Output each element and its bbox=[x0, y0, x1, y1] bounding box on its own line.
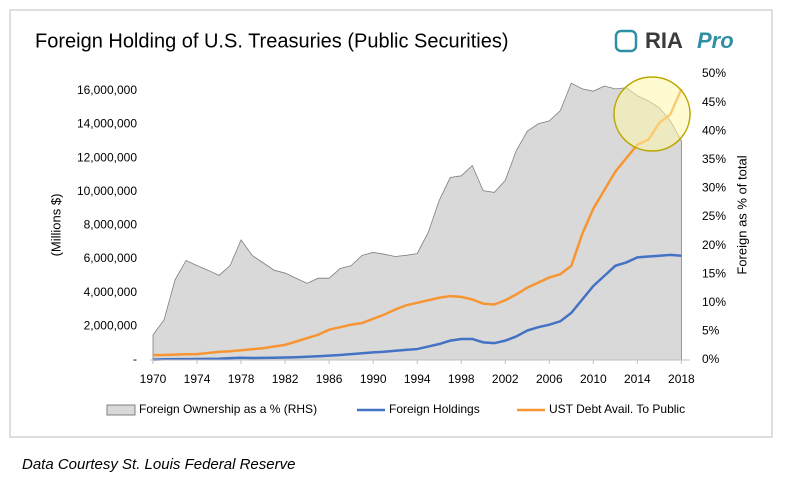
y-tick-label: 2,000,000 bbox=[84, 319, 138, 333]
x-tick-label: 1974 bbox=[184, 372, 211, 386]
y-tick-label: 4,000,000 bbox=[84, 285, 138, 299]
x-tick-label: 1982 bbox=[272, 372, 299, 386]
y2-tick-label: 10% bbox=[702, 295, 726, 309]
legend-label: Foreign Ownership as a % (RHS) bbox=[139, 402, 317, 416]
x-tick-label: 1990 bbox=[360, 372, 387, 386]
logo-icon bbox=[614, 29, 638, 53]
x-tick-label: 1986 bbox=[316, 372, 343, 386]
y-axis-title: (Millions $) bbox=[48, 194, 63, 257]
x-tick-label: 1978 bbox=[228, 372, 255, 386]
y2-tick-label: 0% bbox=[702, 352, 720, 366]
y2-tick-label: 50% bbox=[702, 66, 726, 80]
y2-tick-label: 15% bbox=[702, 266, 726, 280]
y-tick-label: 6,000,000 bbox=[84, 251, 138, 265]
y-tick-label: 16,000,000 bbox=[77, 83, 137, 97]
source-note: Data Courtesy St. Louis Federal Reserve bbox=[22, 456, 295, 473]
y2-axis-title: Foreign as % of total bbox=[734, 155, 749, 274]
line bbox=[152, 88, 683, 357]
logo-accent: Pro bbox=[697, 28, 734, 53]
x-tick-label: 2018 bbox=[668, 372, 695, 386]
chart-title: Foreign Holding of U.S. Treasuries (Publ… bbox=[35, 30, 509, 52]
y-tick-label: - bbox=[133, 352, 137, 366]
y-tick-label: 14,000,000 bbox=[77, 117, 137, 131]
x-tick-label: 2014 bbox=[624, 372, 651, 386]
y2-tick-label: 25% bbox=[702, 209, 726, 223]
x-tick-label: 1994 bbox=[404, 372, 431, 386]
x-tick-label: 1970 bbox=[140, 372, 167, 386]
x-tick-label: 1998 bbox=[448, 372, 475, 386]
x-tick-label: 2010 bbox=[580, 372, 607, 386]
highlight-circle bbox=[613, 76, 691, 152]
x-tick-label: 2002 bbox=[492, 372, 519, 386]
y2-tick-label: 35% bbox=[702, 152, 726, 166]
y2-tick-label: 30% bbox=[702, 181, 726, 195]
x-tick-label: 2006 bbox=[536, 372, 563, 386]
legend-label: Foreign Holdings bbox=[389, 402, 480, 416]
y2-tick-label: 40% bbox=[702, 123, 726, 137]
line bbox=[152, 253, 682, 361]
y-tick-label: 8,000,000 bbox=[84, 218, 138, 232]
y2-tick-label: 5% bbox=[702, 324, 720, 338]
y2-tick-label: 20% bbox=[702, 238, 726, 252]
plot-area bbox=[152, 82, 683, 361]
legend-swatch bbox=[106, 404, 136, 416]
y-tick-label: 12,000,000 bbox=[77, 150, 137, 164]
logo-text: RIA bbox=[645, 28, 683, 53]
area bbox=[152, 82, 682, 361]
legend-label: UST Debt Avail. To Public bbox=[549, 402, 685, 416]
y-tick-label: 10,000,000 bbox=[77, 184, 137, 198]
y2-tick-label: 45% bbox=[702, 95, 726, 109]
